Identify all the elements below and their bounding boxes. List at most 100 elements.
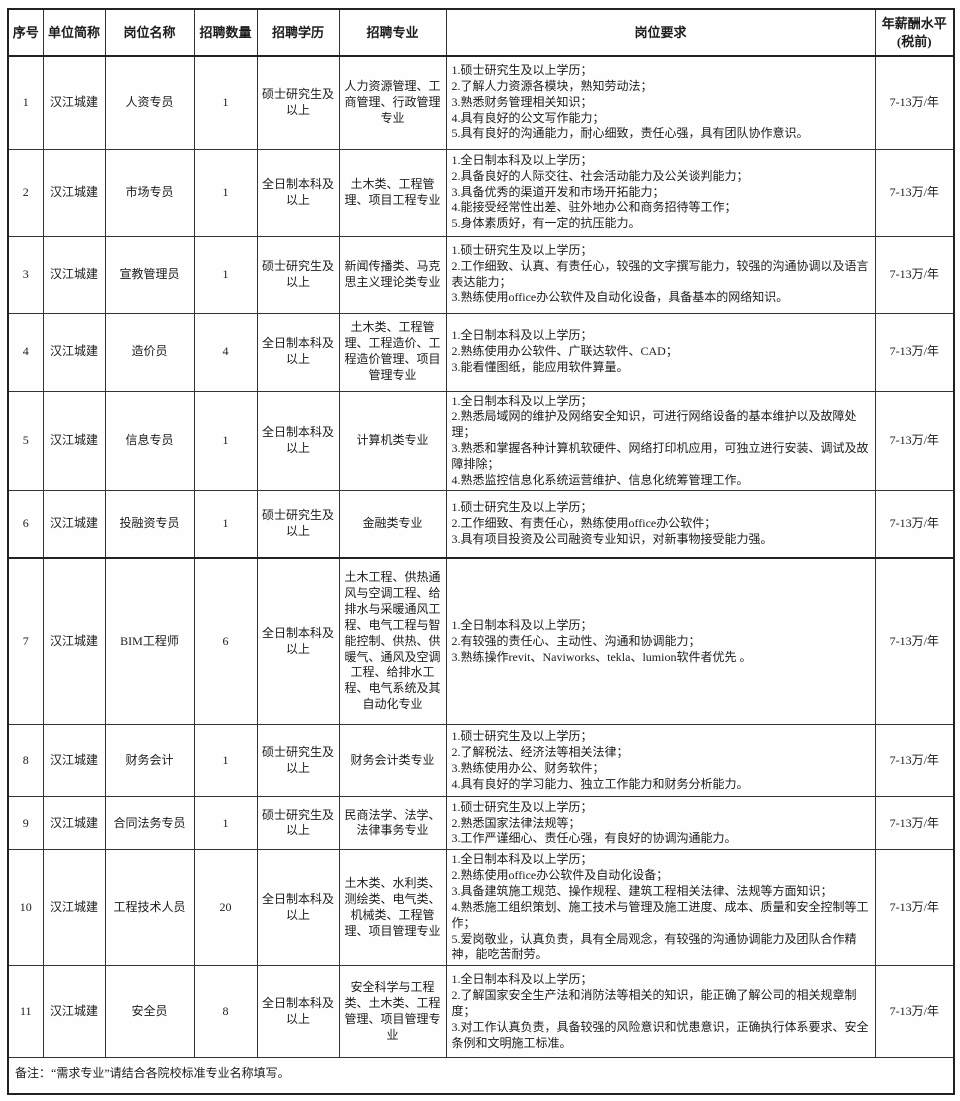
- recruitment-table-page: 序号 单位简称 岗位名称 招聘数量 招聘学历 招聘专业 岗位要求 年薪酬水平 (…: [0, 8, 960, 1101]
- salary-cell: 7-13万/年: [874, 235, 955, 314]
- requirements-cell: 1.硕士研究生及以上学历； 2.工作细致、认真、有责任心，较强的文字撰写能力，较…: [445, 235, 876, 314]
- recruitment-table: 序号 单位简称 岗位名称 招聘数量 招聘学历 招聘专业 岗位要求 年薪酬水平 (…: [7, 8, 955, 1095]
- row-index: 10: [7, 849, 44, 967]
- unit-cell: 汉江城建: [42, 390, 106, 492]
- row-index: 4: [7, 312, 44, 392]
- row-index: 2: [7, 148, 44, 237]
- salary-cell: 7-13万/年: [874, 724, 955, 798]
- unit-cell: 汉江城建: [42, 724, 106, 798]
- count-cell: 1: [193, 796, 258, 851]
- salary-cell: 7-13万/年: [874, 796, 955, 851]
- major-cell: 新闻传播类、马克思主义理论类专业: [338, 235, 447, 314]
- header-requirements: 岗位要求: [445, 8, 876, 57]
- salary-cell: 7-13万/年: [874, 490, 955, 559]
- unit-cell: 汉江城建: [42, 148, 106, 237]
- footer-note: 备注：“需求专业”请结合各院校标准专业名称填写。: [7, 1057, 955, 1095]
- row-index: 5: [7, 390, 44, 492]
- header-count: 招聘数量: [193, 8, 258, 57]
- major-cell: 民商法学、法学、法律事务专业: [338, 796, 447, 851]
- header-row: 序号 单位简称 岗位名称 招聘数量 招聘学历 招聘专业 岗位要求 年薪酬水平 (…: [7, 8, 955, 57]
- unit-cell: 汉江城建: [42, 235, 106, 314]
- header-unit: 单位简称: [42, 8, 106, 57]
- unit-cell: 汉江城建: [42, 965, 106, 1059]
- count-cell: 1: [193, 55, 258, 150]
- position-cell: 人资专员: [104, 55, 195, 150]
- position-cell: 信息专员: [104, 390, 195, 492]
- count-cell: 1: [193, 724, 258, 798]
- footer-row: 备注：“需求专业”请结合各院校标准专业名称填写。: [7, 1057, 955, 1095]
- position-cell: 宣教管理员: [104, 235, 195, 314]
- table-row: 7 汉江城建 BIM工程师 6 全日制本科及以上 土木工程、供热通风与空调工程、…: [7, 556, 955, 726]
- position-cell: 财务会计: [104, 724, 195, 798]
- requirements-cell: 1.硕士研究生及以上学历； 2.了解税法、经济法等相关法律； 3.熟练使用办公、…: [445, 724, 876, 798]
- table-row: 6 汉江城建 投融资专员 1 硕士研究生及以上 金融类专业 1.硕士研究生及以上…: [7, 490, 955, 559]
- major-cell: 人力资源管理、工商管理、行政管理专业: [338, 55, 447, 150]
- education-cell: 全日制本科及以上: [256, 965, 340, 1059]
- major-cell: 安全科学与工程类、土木类、工程管理、项目管理专业: [338, 965, 447, 1059]
- header-title: 岗位名称: [104, 8, 195, 57]
- requirements-cell: 1.硕士研究生及以上学历； 2.熟悉国家法律法规等； 3.工作严谨细心、责任心强…: [445, 796, 876, 851]
- row-index: 8: [7, 724, 44, 798]
- education-cell: 全日制本科及以上: [256, 849, 340, 967]
- table-row: 11 汉江城建 安全员 8 全日制本科及以上 安全科学与工程类、土木类、工程管理…: [7, 965, 955, 1059]
- education-cell: 硕士研究生及以上: [256, 796, 340, 851]
- requirements-cell: 1.全日制本科及以上学历； 2.熟悉局域网的维护及网络安全知识，可进行网络设备的…: [445, 390, 876, 492]
- salary-cell: 7-13万/年: [874, 312, 955, 392]
- count-cell: 1: [193, 490, 258, 559]
- table-row: 8 汉江城建 财务会计 1 硕士研究生及以上 财务会计类专业 1.硕士研究生及以…: [7, 724, 955, 798]
- unit-cell: 汉江城建: [42, 490, 106, 559]
- unit-cell: 汉江城建: [42, 849, 106, 967]
- position-cell: 安全员: [104, 965, 195, 1059]
- table-row: 5 汉江城建 信息专员 1 全日制本科及以上 计算机类专业 1.全日制本科及以上…: [7, 390, 955, 492]
- requirements-cell: 1.全日制本科及以上学历； 2.具备良好的人际交往、社会活动能力及公关谈判能力；…: [445, 148, 876, 237]
- salary-cell: 7-13万/年: [874, 148, 955, 237]
- requirements-cell: 1.全日制本科及以上学历； 2.熟练使用办公软件、广联达软件、CAD； 3.能看…: [445, 312, 876, 392]
- major-cell: 土木类、水利类、测绘类、电气类、机械类、工程管理、项目管理专业: [338, 849, 447, 967]
- education-cell: 全日制本科及以上: [256, 390, 340, 492]
- position-cell: 造价员: [104, 312, 195, 392]
- row-index: 9: [7, 796, 44, 851]
- position-cell: BIM工程师: [104, 556, 195, 726]
- requirements-cell: 1.全日制本科及以上学历； 2.了解国家安全生产法和消防法等相关的知识，能正确了…: [445, 965, 876, 1059]
- unit-cell: 汉江城建: [42, 556, 106, 726]
- salary-cell: 7-13万/年: [874, 390, 955, 492]
- requirements-cell: 1.硕士研究生及以上学历； 2.了解人力资源各模块，熟知劳动法； 3.熟悉财务管…: [445, 55, 876, 150]
- requirements-cell: 1.全日制本科及以上学历； 2.熟练使用office办公软件及自动化设备； 3.…: [445, 849, 876, 967]
- unit-cell: 汉江城建: [42, 796, 106, 851]
- row-index: 7: [7, 556, 44, 726]
- education-cell: 硕士研究生及以上: [256, 235, 340, 314]
- header-salary: 年薪酬水平 (税前): [874, 8, 955, 57]
- row-index: 1: [7, 55, 44, 150]
- count-cell: 1: [193, 148, 258, 237]
- salary-cell: 7-13万/年: [874, 556, 955, 726]
- major-cell: 计算机类专业: [338, 390, 447, 492]
- salary-cell: 7-13万/年: [874, 965, 955, 1059]
- table-row: 4 汉江城建 造价员 4 全日制本科及以上 土木类、工程管理、工程造价、工程造价…: [7, 312, 955, 392]
- count-cell: 1: [193, 235, 258, 314]
- salary-cell: 7-13万/年: [874, 849, 955, 967]
- position-cell: 投融资专员: [104, 490, 195, 559]
- education-cell: 全日制本科及以上: [256, 148, 340, 237]
- count-cell: 4: [193, 312, 258, 392]
- position-cell: 合同法务专员: [104, 796, 195, 851]
- position-cell: 工程技术人员: [104, 849, 195, 967]
- row-index: 3: [7, 235, 44, 314]
- unit-cell: 汉江城建: [42, 55, 106, 150]
- table-row: 3 汉江城建 宣教管理员 1 硕士研究生及以上 新闻传播类、马克思主义理论类专业…: [7, 235, 955, 314]
- unit-cell: 汉江城建: [42, 312, 106, 392]
- major-cell: 金融类专业: [338, 490, 447, 559]
- header-education: 招聘学历: [256, 8, 340, 57]
- position-cell: 市场专员: [104, 148, 195, 237]
- education-cell: 硕士研究生及以上: [256, 490, 340, 559]
- row-index: 6: [7, 490, 44, 559]
- education-cell: 全日制本科及以上: [256, 312, 340, 392]
- requirements-cell: 1.全日制本科及以上学历； 2.有较强的责任心、主动性、沟通和协调能力； 3.熟…: [445, 556, 876, 726]
- education-cell: 全日制本科及以上: [256, 556, 340, 726]
- header-major: 招聘专业: [338, 8, 447, 57]
- table-row: 2 汉江城建 市场专员 1 全日制本科及以上 土木类、工程管理、项目工程专业 1…: [7, 148, 955, 237]
- requirements-cell: 1.硕士研究生及以上学历； 2.工作细致、有责任心，熟练使用office办公软件…: [445, 490, 876, 559]
- major-cell: 土木类、工程管理、项目工程专业: [338, 148, 447, 237]
- major-cell: 财务会计类专业: [338, 724, 447, 798]
- count-cell: 8: [193, 965, 258, 1059]
- salary-cell: 7-13万/年: [874, 55, 955, 150]
